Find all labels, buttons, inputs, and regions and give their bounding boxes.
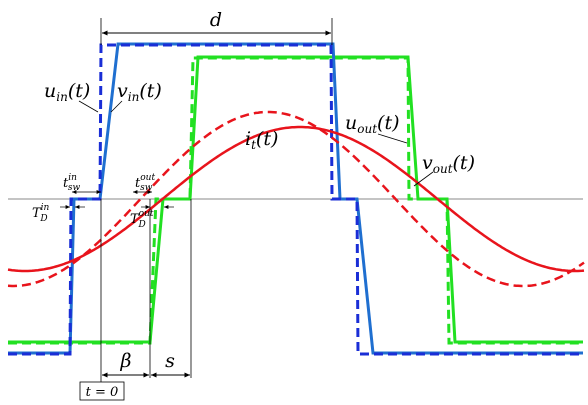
beta-label: β (120, 350, 132, 372)
t-d-out-label: Tout D (130, 209, 154, 230)
d-label: d (210, 9, 222, 31)
t-sw-in-label: tin sw (63, 173, 81, 193)
u-out-leader (377, 133, 408, 144)
u-out-label: uout(t) (345, 112, 400, 136)
input-voltage-dashed (8, 43, 583, 356)
v-out-label: vout(t) (422, 152, 475, 176)
u-in-label: uin(t) (44, 80, 90, 104)
v-out-leader (413, 171, 434, 187)
current-dashed-curve (7, 110, 585, 288)
t0-box (79, 381, 125, 401)
s-label: s (165, 350, 175, 372)
t0-label: t = 0 (86, 385, 119, 400)
v-in-leader (110, 100, 123, 113)
t-sw-out-label: tout sw (135, 173, 155, 193)
t-d-in-label: Tin D (32, 203, 50, 224)
u-in-leader (78, 100, 99, 113)
current-solid-curve (7, 125, 585, 273)
output-voltage-dashed (8, 56, 583, 345)
i-t-label: it(t) (245, 128, 278, 152)
v-in-label: vin(t) (117, 80, 162, 104)
output-voltage-solid (8, 55, 583, 344)
